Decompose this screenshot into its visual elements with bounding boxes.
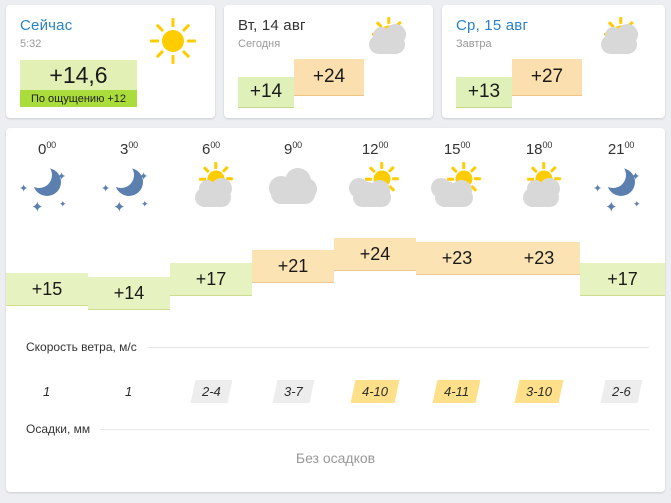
temperature-bar: +21: [252, 250, 334, 283]
temperature-bar: +23: [416, 242, 498, 275]
weather-icon-slot: [591, 15, 647, 67]
hour-column[interactable]: 1500: [416, 128, 498, 233]
wind-speed-label: Скорость ветра, м/с: [26, 340, 147, 354]
hour-column[interactable]: 1800: [498, 128, 580, 233]
hour-label: 600: [202, 140, 220, 158]
temperature-bar: +17: [580, 263, 665, 296]
hour-column[interactable]: 1200: [334, 128, 416, 233]
day-card-today[interactable]: Вт, 14 авг Сегодня +14: [224, 5, 433, 118]
hourly-forecast-card: 000 ✦ ✦ ✦ ✦ 300 ✦ ✦ ✦ ✦: [6, 128, 665, 492]
sun-behind-cloud-icon: [509, 160, 569, 218]
day-temperature: +27: [512, 59, 582, 96]
wind-speed-cell: 1: [88, 374, 170, 408]
wind-speed-cell: 2-4: [170, 374, 252, 408]
sun-behind-cloud-icon: [345, 160, 405, 218]
wind-speed-cell: 3-7: [252, 374, 334, 408]
wind-speed-cell: 1: [6, 374, 88, 408]
weather-icon-slot: [145, 15, 201, 67]
day-temperature: +24: [294, 59, 364, 96]
night-temperature: +13: [456, 77, 512, 108]
moon-stars-icon: ✦ ✦ ✦ ✦: [591, 160, 651, 218]
day-card-title: Вт, 14 авг: [238, 17, 306, 34]
cloudy-icon: [263, 160, 323, 218]
sun-behind-cloud-icon: [427, 160, 487, 218]
wind-speed-badge: 3-7: [272, 379, 314, 403]
temperature-bar: +14: [88, 277, 170, 310]
hour-label: 2100: [607, 140, 635, 158]
hour-label: 1800: [525, 140, 553, 158]
weather-icon-slot: [359, 15, 415, 67]
sun-behind-cloud-icon: [591, 15, 647, 67]
hour-label: 1200: [361, 140, 389, 158]
temperature-bar: +17: [170, 263, 252, 296]
day-card-subtitle: Завтра: [456, 38, 492, 50]
sun-disc: [162, 30, 184, 52]
hour-column[interactable]: 300 ✦ ✦ ✦ ✦: [88, 128, 170, 233]
wind-speed-badge: 4-11: [433, 379, 481, 403]
hour-column[interactable]: 900: [252, 128, 334, 233]
hour-column[interactable]: 000 ✦ ✦ ✦ ✦: [6, 128, 88, 233]
wind-speed-cell: 3-10: [498, 374, 580, 408]
temperature-bar: +15: [6, 273, 88, 306]
wind-speed-badge: 2-4: [190, 379, 232, 403]
day-card-subtitle: Сегодня: [238, 38, 281, 50]
precipitation-label: Осадки, мм: [26, 422, 101, 436]
moon-stars-icon: ✦ ✦ ✦ ✦: [99, 160, 159, 218]
hour-label: 900: [284, 140, 302, 158]
moon-stars-icon: ✦ ✦ ✦ ✦: [17, 160, 77, 218]
day-card-title: Ср, 15 авг: [456, 17, 529, 34]
wind-speed-badge: 1: [43, 383, 51, 399]
wind-speed-cell: 4-10: [334, 374, 416, 408]
sun-behind-cloud-icon: [181, 160, 241, 218]
wind-speed-badge: 1: [125, 383, 133, 399]
hour-column[interactable]: 600: [170, 128, 252, 233]
wind-speed-badge: 3-10: [514, 379, 564, 403]
hour-column[interactable]: 2100 ✦ ✦ ✦ ✦: [580, 128, 662, 233]
sun-icon: [150, 18, 196, 64]
wind-speed-row: 1 1 2-4 3-7 4-10 4-11 3-10 2-6: [6, 374, 665, 408]
sun-behind-cloud-icon: [359, 15, 415, 67]
temperature-bar: +24: [334, 238, 416, 271]
wind-speed-badge: 4-10: [350, 379, 400, 403]
day-card-title: Сейчас: [20, 17, 73, 34]
day-card-tomorrow[interactable]: Ср, 15 авг Завтра +13: [442, 5, 665, 118]
temperature-bar: +23: [498, 242, 580, 275]
wind-section-divider: [26, 347, 649, 348]
wind-speed-badge: 2-6: [600, 379, 642, 403]
hour-label: 000: [38, 140, 56, 158]
hours-row: 000 ✦ ✦ ✦ ✦ 300 ✦ ✦ ✦ ✦: [6, 128, 665, 233]
day-card-subtitle: 5:32: [20, 38, 42, 50]
hour-label: 1500: [443, 140, 471, 158]
night-temperature: +14: [238, 77, 294, 108]
no-precipitation-text: Без осадков: [295, 450, 376, 466]
temperature-bar-chart: +15 +14 +17 +21 +24 +23 +23 +17: [6, 233, 665, 318]
wind-speed-cell: 4-11: [416, 374, 498, 408]
day-card-now[interactable]: Сейчас 5:32 +14,6 По ощущению +12: [6, 5, 215, 118]
current-temperature: +14,6: [20, 60, 137, 90]
feels-like-badge: По ощущению +12: [20, 90, 137, 107]
hour-label: 300: [120, 140, 138, 158]
wind-speed-cell: 2-6: [580, 374, 662, 408]
day-cards-row: Сейчас 5:32 +14,6 По ощущению +12 Вт, 14…: [0, 0, 671, 122]
precipitation-section-divider: [26, 429, 649, 430]
